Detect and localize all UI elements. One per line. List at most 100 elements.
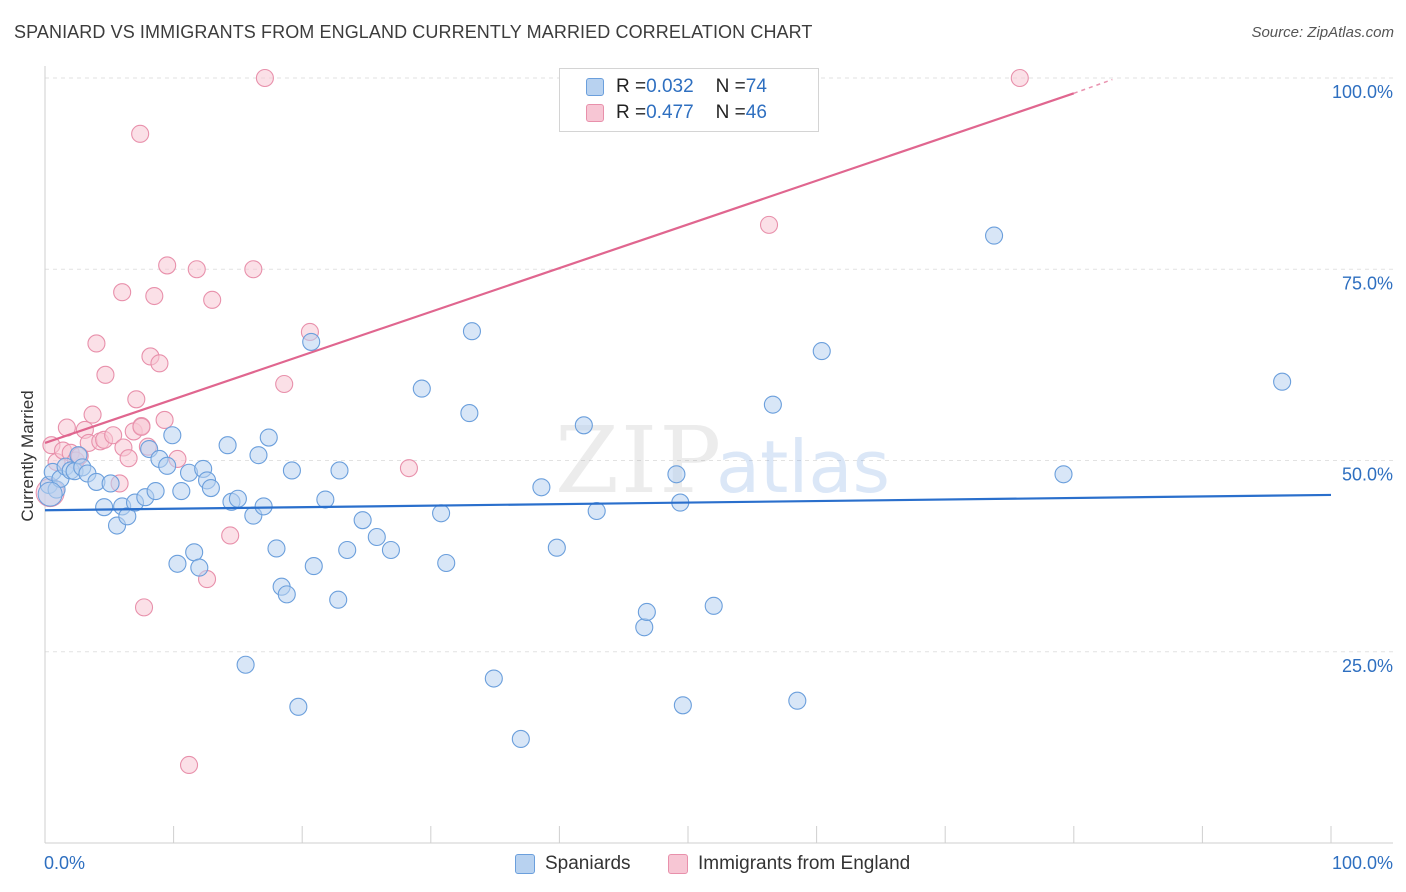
legend-n-value: 74 <box>745 76 767 97</box>
legend-n-label: N = <box>715 76 746 97</box>
data-point <box>203 290 222 309</box>
data-point <box>1010 68 1029 88</box>
data-point <box>275 374 294 394</box>
data-point <box>132 417 151 436</box>
blue-points <box>37 226 1292 749</box>
bottom-legend-swatch-blue <box>515 854 535 874</box>
x-tick-label-min: 0.0% <box>44 853 85 873</box>
data-point <box>158 456 177 475</box>
data-point <box>228 489 247 508</box>
data-point <box>127 390 146 409</box>
y-tick-label: 75.0% <box>1342 273 1393 293</box>
y-tick-label: 100.0% <box>1332 82 1393 102</box>
data-point <box>574 416 593 435</box>
pink-points <box>35 68 1029 775</box>
axes <box>44 66 1393 844</box>
data-point <box>673 696 692 715</box>
bottom-legend-swatch-pink <box>668 854 688 874</box>
y-tick-label: 25.0% <box>1342 656 1393 676</box>
data-point <box>113 283 132 302</box>
data-point <box>145 286 164 306</box>
data-point <box>267 539 286 558</box>
cluster-point <box>37 481 63 507</box>
data-point <box>254 497 273 516</box>
data-point <box>547 538 566 557</box>
stats-legend: R = 0.032 N = 74 R = 0.477 N = 46 <box>559 68 819 132</box>
data-point <box>289 697 308 716</box>
bottom-legend-spaniards: Spaniards <box>515 852 631 876</box>
grid-lines <box>45 77 1393 653</box>
data-point <box>150 354 169 373</box>
data-point <box>155 410 174 430</box>
legend-r-label: R = <box>616 76 647 97</box>
legend-r-value: 0.032 <box>646 76 694 97</box>
data-point <box>163 426 182 445</box>
trend-line-spaniards <box>44 493 1332 512</box>
legend-n-label: N = <box>715 102 746 123</box>
data-point <box>131 124 150 143</box>
data-point <box>146 482 165 501</box>
data-point <box>1273 372 1292 391</box>
data-point <box>812 342 831 361</box>
trend-line-england-extension <box>1073 78 1113 95</box>
data-point <box>460 404 479 423</box>
data-point <box>367 527 386 547</box>
data-point <box>244 260 263 279</box>
data-point <box>788 691 807 710</box>
data-point <box>763 395 782 414</box>
data-point <box>304 557 323 576</box>
data-point <box>437 553 456 573</box>
data-point <box>462 322 482 341</box>
data-point <box>330 461 349 480</box>
data-point <box>249 446 268 465</box>
data-point <box>104 426 123 445</box>
data-point <box>255 68 274 88</box>
data-point <box>432 504 451 523</box>
data-point <box>532 478 551 497</box>
data-point <box>179 755 199 775</box>
data-point <box>277 585 296 604</box>
data-point <box>190 558 209 577</box>
data-point <box>119 449 138 468</box>
legend-r-value: 0.477 <box>646 102 694 123</box>
data-point <box>158 256 177 275</box>
data-point <box>302 332 321 351</box>
data-point <box>704 596 723 615</box>
data-point <box>95 498 114 517</box>
data-point <box>101 474 120 493</box>
tick-labels: 100.0% 75.0% 50.0% 25.0% 0.0% 100.0% <box>44 82 1393 873</box>
data-point <box>316 490 335 509</box>
y-axis-label: Currently Married <box>18 390 37 521</box>
data-point <box>667 465 686 484</box>
data-point <box>185 543 204 562</box>
data-point <box>259 428 278 447</box>
data-point <box>511 729 530 749</box>
data-point <box>96 365 115 384</box>
data-point <box>635 618 654 637</box>
legend-swatch-pink <box>586 104 604 122</box>
trend-line-england <box>44 92 1075 444</box>
watermark-atlas: atlas <box>716 425 890 509</box>
data-point <box>353 511 372 530</box>
legend-r-label: R = <box>616 102 647 123</box>
data-point <box>87 334 106 353</box>
watermark: ZIP atlas <box>555 407 890 514</box>
data-point <box>1054 465 1073 484</box>
data-point <box>985 226 1004 245</box>
y-tick-label: 50.0% <box>1342 465 1393 485</box>
legend-row-spaniards: R = 0.032 N = 74 <box>586 75 767 99</box>
data-point <box>221 526 240 545</box>
data-point <box>338 540 357 560</box>
data-point <box>118 507 137 526</box>
data-point <box>587 501 606 521</box>
data-point <box>484 669 503 688</box>
bottom-legend-label: Spaniards <box>545 853 631 874</box>
data-point <box>637 602 656 622</box>
data-point <box>412 379 431 398</box>
source-label: Source: ZipAtlas.com <box>1251 24 1394 41</box>
x-tick-label-max: 100.0% <box>1332 853 1393 873</box>
bottom-legend-label: Immigrants from England <box>698 853 911 874</box>
trend-lines <box>44 78 1332 512</box>
chart-title: SPANIARD VS IMMIGRANTS FROM ENGLAND CURR… <box>14 22 813 42</box>
